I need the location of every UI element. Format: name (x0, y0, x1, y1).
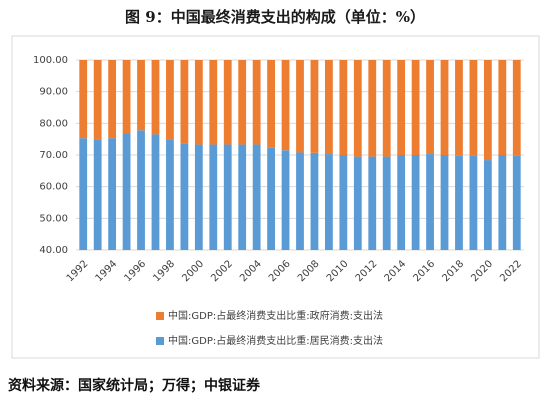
bar-segment (238, 60, 247, 145)
bar-segment (411, 60, 420, 155)
bar-segment (483, 160, 492, 250)
bar-segment (281, 150, 290, 250)
bar-segment (512, 60, 521, 156)
bar-segment (512, 155, 521, 250)
bar-segment (339, 60, 348, 155)
x-tick-label: 2010 (325, 258, 351, 284)
bar-segment (353, 60, 362, 157)
x-tick-label: 2014 (383, 258, 409, 284)
bar-segment (426, 154, 434, 250)
bar-segment (267, 147, 275, 250)
bar-segment (455, 155, 463, 250)
y-tick-label: 40.00 (39, 245, 68, 256)
bar-segment (281, 60, 290, 151)
bar-segment (440, 155, 449, 250)
y-tick-label: 70.00 (39, 150, 68, 161)
bar-segment (79, 138, 88, 250)
legend-label: 中国:GDP:占最终消费支出比重:政府消费:支出法 (168, 309, 383, 322)
bar-segment (397, 60, 406, 155)
bar-segment (93, 139, 102, 250)
chart-frame (11, 35, 540, 359)
bar-segment (325, 154, 333, 250)
bar-segment (209, 144, 218, 250)
bar-segment (455, 60, 463, 156)
x-tick-label: 1998 (151, 258, 177, 284)
bar-segment (151, 60, 160, 135)
y-tick-label: 100.00 (33, 55, 68, 66)
bar-segment (267, 60, 275, 148)
bar-segment (339, 155, 348, 250)
bar-segment (498, 60, 507, 155)
bar-segment (296, 60, 304, 153)
bar-segment (223, 60, 232, 145)
bar-segment (122, 60, 131, 134)
x-tick-label: 2018 (440, 258, 466, 284)
bar-segment (223, 144, 232, 250)
bar-segment (310, 60, 319, 153)
bar-segment (382, 60, 391, 157)
x-tick-label: 2016 (412, 258, 438, 284)
bar-segment (180, 143, 189, 250)
bar-segment (166, 60, 174, 140)
bar-segment (180, 60, 189, 144)
x-tick-label: 2020 (469, 258, 495, 284)
bar-segment (151, 134, 160, 250)
bar-segment (122, 133, 131, 250)
bar-segment (469, 155, 478, 250)
bar-segment (483, 60, 492, 161)
bar-segment (137, 60, 145, 131)
bar-segment (194, 60, 203, 145)
y-tick-label: 60.00 (39, 182, 68, 193)
x-tick-label: 2004 (238, 258, 264, 284)
bar-segment (166, 139, 174, 250)
x-tick-label: 2006 (267, 258, 293, 284)
y-tick-label: 90.00 (39, 87, 68, 98)
bar-segment (426, 60, 434, 155)
bar-segment (108, 138, 117, 250)
bar-segment (209, 60, 218, 145)
bar-segment (238, 144, 247, 250)
x-tick-label: 2000 (180, 258, 206, 284)
source-note: 资料来源：国家统计局；万得；中银证券 (8, 377, 261, 394)
x-tick-label: 2002 (209, 258, 235, 284)
bar-segment (368, 156, 377, 250)
bar-segment (252, 144, 261, 250)
legend-swatch (156, 312, 164, 320)
legend-swatch (156, 337, 164, 345)
bar-segment (79, 60, 88, 139)
bar-segment (368, 60, 377, 157)
x-tick-label: 1994 (94, 258, 120, 284)
bar-segment (382, 156, 391, 250)
bar-segment (440, 60, 449, 155)
bar-segment (397, 155, 406, 250)
x-tick-label: 1992 (65, 258, 91, 284)
x-tick-label: 2012 (354, 258, 380, 284)
legend-label: 中国:GDP:占最终消费支出比重:居民消费:支出法 (168, 334, 383, 347)
bar-segment (137, 130, 145, 250)
bar-segment (93, 60, 102, 140)
bar-segment (252, 60, 261, 145)
bar-segment (469, 60, 478, 156)
y-tick-label: 50.00 (39, 213, 68, 224)
bar-segment (194, 144, 203, 250)
x-tick-label: 2022 (498, 258, 524, 284)
x-tick-label: 1996 (122, 258, 148, 284)
bar-segment (325, 60, 333, 155)
chart-title: 图 9：中国最终消费支出的构成（单位：%） (125, 8, 425, 26)
bar-segment (296, 152, 304, 250)
bar-segment (411, 155, 420, 250)
bar-segment (498, 155, 507, 250)
bar-segment (310, 152, 319, 250)
x-tick-label: 2008 (296, 258, 322, 284)
y-tick-label: 80.00 (39, 118, 68, 129)
bar-segment (108, 60, 117, 139)
bar-segment (353, 156, 362, 250)
